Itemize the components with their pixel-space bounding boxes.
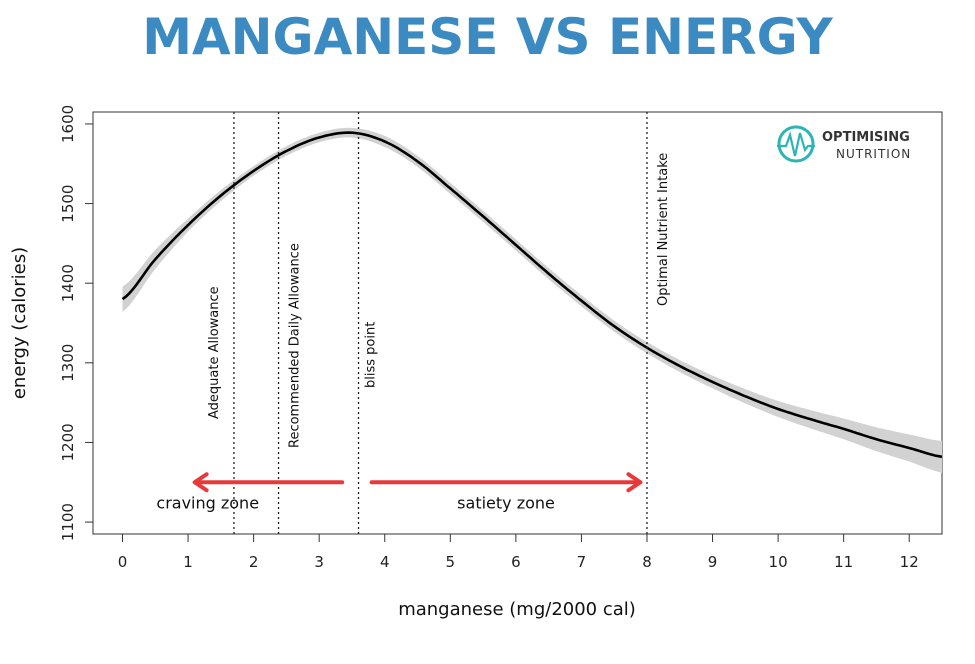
reference-line-label: Recommended Daily Allowance	[288, 243, 303, 448]
plot-frame	[92, 111, 943, 535]
reference-line-label: Optimal Nutrient Intake	[656, 153, 671, 306]
x-tick-label: 9	[708, 553, 718, 571]
x-tick-label: 10	[769, 553, 788, 571]
zone-label: satiety zone	[457, 494, 555, 513]
y-tick-label: 1300	[59, 344, 77, 382]
series-line-group	[121, 131, 942, 459]
x-axis-label: manganese (mg/2000 cal)	[398, 599, 636, 620]
y-tick-label: 1100	[59, 503, 77, 541]
x-tick-label: 7	[577, 553, 587, 571]
x-axis-ticks: 0 1 2 3 4 5 6 7 8 9 10 11 12	[118, 534, 919, 571]
y-axis-ticks: 1100 1200 1300 1400 1500 1600	[59, 105, 93, 541]
zone-label: craving zone	[156, 494, 259, 513]
reference-line-label: bliss point	[364, 322, 379, 388]
x-tick-label: 11	[834, 553, 853, 571]
x-tick-label: 2	[249, 553, 259, 571]
x-tick-label: 1	[183, 553, 193, 571]
x-tick-label: 3	[314, 553, 324, 571]
reference-lines-group: Adequate Allowance Recommended Daily Allo…	[207, 112, 671, 534]
x-tick-label: 5	[446, 553, 456, 571]
y-tick-label: 1400	[59, 264, 77, 302]
heartbeat-logo-icon	[777, 125, 815, 163]
x-tick-label: 0	[118, 553, 128, 571]
optimising-nutrition-logo: OPTIMISING NUTRITION	[777, 125, 911, 163]
x-tick-label: 12	[900, 553, 919, 571]
x-tick-label: 4	[380, 553, 390, 571]
x-tick-label: 8	[642, 553, 652, 571]
logo-text-line2: NUTRITION	[836, 147, 911, 161]
y-tick-label: 1500	[59, 185, 77, 223]
confidence-band-group	[122, 127, 942, 473]
zone-arrowhead	[626, 472, 643, 493]
y-tick-label: 1600	[59, 105, 77, 143]
logo-text-line1: OPTIMISING	[822, 130, 910, 145]
zone-arrows-group: craving zone satiety zone	[156, 472, 643, 513]
chart-title: MANGANESE VS ENERGY	[142, 8, 833, 66]
y-tick-label: 1200	[59, 423, 77, 461]
confidence-band	[122, 127, 942, 473]
reference-line-label: Adequate Allowance	[207, 286, 222, 419]
zone-arrowhead	[192, 472, 209, 493]
x-tick-label: 6	[511, 553, 521, 571]
series-line	[121, 131, 942, 459]
y-axis-label: energy (calories)	[9, 247, 30, 399]
